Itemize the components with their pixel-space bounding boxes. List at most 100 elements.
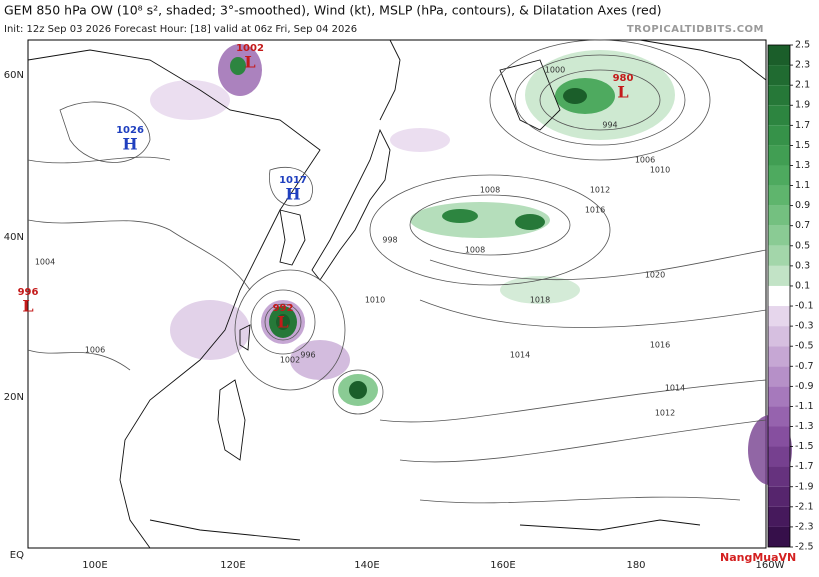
colorbar-swatch: [768, 165, 790, 186]
longitude-label: 180: [626, 560, 645, 571]
colorbar-swatch: [768, 145, 790, 166]
pressure-symbol: L: [22, 297, 33, 316]
contour-label: 1018: [530, 296, 550, 305]
colorbar-swatch: [768, 326, 790, 347]
colorbar-label: 2.5: [795, 40, 810, 51]
colorbar-swatch: [768, 506, 790, 527]
colorbar-label: -1.1: [795, 401, 814, 412]
colorbar-swatch: [768, 225, 790, 246]
contour-label: 1006: [635, 156, 655, 165]
pressure-symbol: H: [122, 135, 137, 154]
latitude-label: 40N: [4, 232, 24, 243]
colorbar-label: -0.7: [795, 361, 814, 372]
longitude-label: 120E: [220, 560, 245, 571]
colorbar-swatch: [768, 185, 790, 206]
colorbar-label: -0.5: [795, 341, 814, 352]
pressure-value: 996: [18, 287, 39, 298]
colorbar-label: 0.7: [795, 220, 810, 231]
colorbar-label: -2.1: [795, 501, 814, 512]
colorbar-label: 0.3: [795, 260, 810, 271]
colorbar-swatch: [768, 245, 790, 266]
contour-label: 998: [382, 236, 397, 245]
contour-label: 996: [300, 351, 315, 360]
colorbar-label: -0.9: [795, 381, 814, 392]
contour-label: 1014: [510, 351, 530, 360]
colorbar-swatch: [768, 285, 790, 307]
contour-label: 1000: [545, 66, 565, 75]
contour-label: 1010: [650, 166, 670, 175]
longitude-label: 140E: [354, 560, 379, 571]
colorbar-label: -1.3: [795, 421, 814, 432]
colorbar-swatch: [768, 386, 790, 407]
watermark: NangMuaVN: [720, 551, 796, 564]
pressure-symbol: L: [277, 313, 288, 332]
latitude-label: 20N: [4, 392, 24, 403]
colorbar-label: -1.9: [795, 481, 814, 492]
pressure-symbol: H: [285, 185, 300, 204]
colorbar-label: 1.7: [795, 120, 810, 131]
isobars: [27, 39, 767, 504]
colorbar-swatch: [768, 125, 790, 146]
colorbar-swatch: [768, 486, 790, 507]
shading: [150, 44, 792, 485]
colorbar-label: -2.3: [795, 521, 814, 532]
colorbar-label: 1.3: [795, 160, 810, 171]
contour-label: 1004: [35, 258, 55, 267]
coastlines: [27, 39, 767, 549]
contour-label: 1006: [85, 346, 105, 355]
colorbar-label: 2.3: [795, 60, 810, 71]
colorbar-swatch: [768, 205, 790, 226]
colorbar-swatch: [768, 65, 790, 86]
colorbar: 2.5 2.3 2.1 1.9 1.7 1.5 1.3 1.1 0.9 0.7 0.5 0.3 0.1 -…: [767, 40, 814, 553]
longitude-label: 100E: [82, 560, 107, 571]
contour-label: 1012: [590, 186, 610, 195]
colorbar-label: 2.1: [795, 80, 810, 91]
title: GEM 850 hPa OW (10⁸ s², shaded; 3°-smoot…: [4, 3, 662, 18]
latitude-label: 60N: [4, 70, 24, 81]
colorbar-label: -0.1: [795, 301, 814, 312]
pressure-value: 992: [273, 303, 294, 314]
contour-label: 1002: [280, 356, 300, 365]
contour-label: 994: [602, 121, 617, 130]
pressure-value: 1002: [236, 43, 264, 54]
site-name: TROPICALTIDBITS.COM: [627, 24, 764, 35]
colorbar-swatch: [768, 45, 790, 66]
longitude-label: 160W: [756, 560, 785, 571]
pressure-symbol: L: [617, 83, 628, 102]
colorbar-label: 0.5: [795, 240, 810, 251]
colorbar-swatch: [768, 105, 790, 126]
colorbar-swatch: [768, 526, 790, 547]
colorbar-label: 0.9: [795, 200, 810, 211]
colorbar-swatch: [768, 366, 790, 387]
colorbar-swatch: [768, 406, 790, 427]
colorbar-swatch: [768, 426, 790, 447]
pressure-value: 980: [613, 73, 634, 84]
contour-label: 1008: [465, 246, 485, 255]
colorbar-swatch: [768, 466, 790, 487]
longitude-label: 160E: [490, 560, 515, 571]
contour-label: 1016: [650, 341, 670, 350]
colorbar-label: -2.5: [795, 542, 814, 553]
colorbar-label: 1.9: [795, 100, 810, 111]
colorbar-frame: [767, 44, 791, 548]
latitude-label: EQ: [10, 550, 24, 561]
contour-label: 1012: [655, 409, 675, 418]
contour-label: 1020: [645, 271, 665, 280]
colorbar-swatch: [768, 446, 790, 467]
colorbar-swatch: [768, 265, 790, 286]
contour-label: 1010: [365, 296, 385, 305]
colorbar-swatch: [768, 85, 790, 106]
subtitle: Init: 12z Sep 03 2026 Forecast Hour: [18…: [4, 24, 357, 35]
colorbar-label: -1.7: [795, 461, 814, 472]
pressure-value: 1017: [279, 175, 307, 186]
colorbar-label: -1.5: [795, 441, 814, 452]
colorbar-swatch: [768, 306, 790, 327]
contour-label: 1008: [480, 186, 500, 195]
colorbar-label: -0.3: [795, 321, 814, 332]
colorbar-label: 0.1: [795, 280, 810, 291]
contour-label: 1014: [665, 384, 685, 393]
colorbar-label: 1.5: [795, 140, 810, 151]
